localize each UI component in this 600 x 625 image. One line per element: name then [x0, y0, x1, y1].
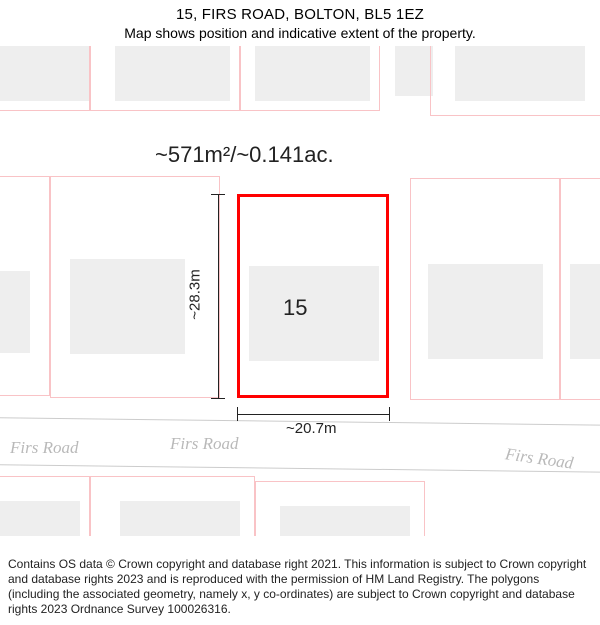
road-label: Firs Road: [170, 434, 238, 454]
house-number-label: 15: [283, 295, 307, 321]
building: [280, 506, 410, 536]
parcel-outline: [0, 46, 90, 111]
parcel-outline: [90, 46, 240, 111]
attribution-footer: Contains OS data © Crown copyright and d…: [0, 553, 600, 625]
property-map: ~571m²/~0.141ac. 15 ~28.3m ~20.7m Firs R…: [0, 46, 600, 536]
dim-height-tick-top: [211, 194, 225, 195]
dim-height-label: ~28.3m: [170, 286, 220, 303]
dim-width-tick-l: [237, 407, 238, 421]
area-label: ~571m²/~0.141ac.: [155, 142, 334, 168]
parcel-outline: [430, 46, 600, 116]
parcel-outline: [0, 176, 50, 396]
page-subtitle: Map shows position and indicative extent…: [10, 25, 590, 41]
parcel-outline: [90, 476, 255, 536]
page-title: 15, FIRS ROAD, BOLTON, BL5 1EZ: [10, 6, 590, 23]
dim-width-line: [237, 414, 389, 415]
header: 15, FIRS ROAD, BOLTON, BL5 1EZ Map shows…: [0, 0, 600, 43]
dim-height-tick-bot: [211, 398, 225, 399]
building-15: [249, 266, 379, 361]
parcel-outline: [0, 476, 90, 536]
parcel-outline: [240, 46, 380, 111]
building: [395, 46, 433, 96]
parcel-outline: [410, 178, 560, 400]
road-label: Firs Road: [10, 438, 78, 458]
parcel-outline: [560, 178, 600, 400]
dim-width-tick-r: [389, 407, 390, 421]
dim-width-label: ~20.7m: [286, 420, 336, 437]
